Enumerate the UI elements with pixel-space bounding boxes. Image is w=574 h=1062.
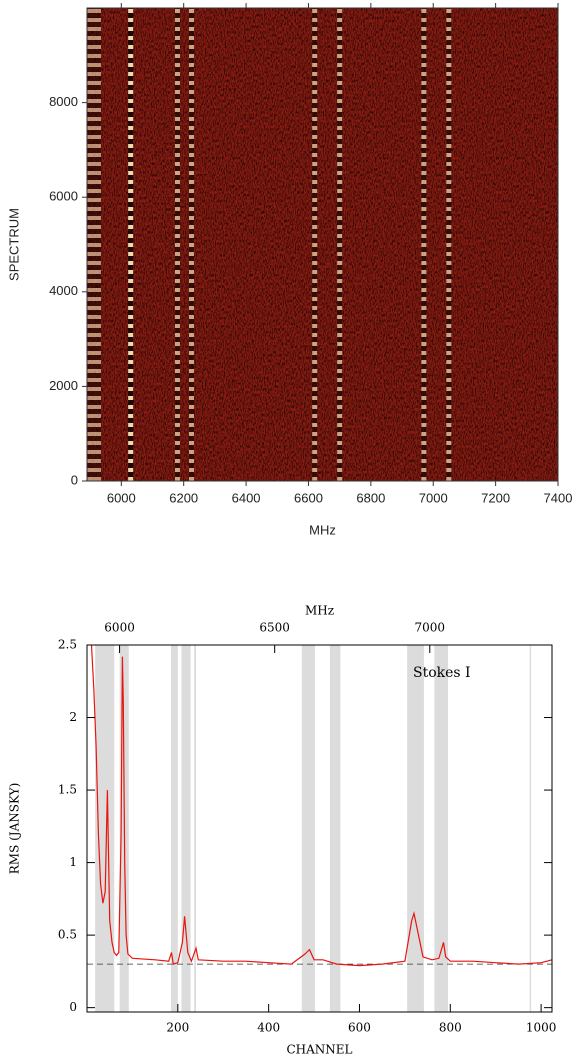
flagged-region [194, 645, 196, 1012]
y-tick-label: 0 [71, 472, 78, 487]
waterfall-chart: 6000 6200 6400 6600 6800 7000 7200 7400 0 2000 400… [6, 3, 572, 537]
x-tick-label: 7200 [481, 490, 510, 505]
heatmap-noise [87, 8, 558, 481]
rfi-stripe [337, 8, 343, 481]
x-tick-label: 800 [439, 1021, 462, 1035]
x-tick-label: 7000 [419, 490, 448, 505]
y-tick-label: 6000 [49, 189, 78, 204]
flagged-region [434, 645, 449, 1012]
band-edge-noise [87, 8, 101, 481]
y-tick-label: 2 [69, 710, 77, 724]
y-tick-label: 0 [69, 1000, 77, 1014]
rms-line [90, 644, 553, 967]
x-tick-label: 7400 [544, 490, 573, 505]
y-axis-label: SPECTRUM [6, 208, 21, 281]
x2-tick-label: 7000 [415, 621, 446, 635]
rfi-stripe [421, 8, 427, 481]
x-tick-label: 6800 [356, 490, 385, 505]
plot-frame [86, 7, 559, 482]
x-tick-label: 1000 [526, 1021, 557, 1035]
rms-chart: 200 400 600 800 1000 6000 6500 7000 0 0.5 1 1.5 2 2.5… [8, 604, 557, 1057]
rfi-stripe [446, 8, 452, 481]
x2-tick-label: 6500 [259, 621, 290, 635]
x-tick-label: 400 [257, 1021, 280, 1035]
x2-axis-label: MHz [305, 604, 334, 618]
x-tick-label: 6000 [107, 490, 136, 505]
y-tick-label: 4000 [49, 283, 78, 298]
y-tick-label: 0.5 [58, 928, 77, 942]
x-axis-label: CHANNEL [286, 1043, 352, 1057]
y-tick-label: 1.5 [58, 783, 77, 797]
rfi-stripe [174, 8, 180, 481]
y-tick-label: 2.5 [58, 638, 77, 652]
flagged-region [407, 645, 424, 1012]
plot-frame [86, 644, 553, 1013]
flagged-region [301, 645, 315, 1012]
y-tick-label: 1 [69, 855, 77, 869]
x-tick-label: 6600 [294, 490, 323, 505]
flagged-region [329, 645, 341, 1012]
flagged-region [529, 645, 532, 1012]
x2-tick-label: 6000 [104, 621, 135, 635]
y-tick-label: 2000 [49, 378, 78, 393]
x-tick-label: 6400 [232, 490, 261, 505]
x-tick-label: 600 [348, 1021, 371, 1035]
x-tick-label: 6200 [169, 490, 198, 505]
flagged-region [171, 645, 178, 1012]
y-tick-label: 8000 [49, 94, 78, 109]
y-axis-label: RMS (JANSKY) [8, 783, 22, 874]
rfi-stripe [128, 8, 134, 481]
x-tick-label: 200 [166, 1021, 189, 1035]
rfi-stripe [188, 8, 194, 481]
rfi-stripe [312, 8, 318, 481]
flagged-region [181, 645, 191, 1012]
annotation: Stokes I [413, 665, 471, 681]
x-axis-label: MHz [309, 522, 336, 537]
